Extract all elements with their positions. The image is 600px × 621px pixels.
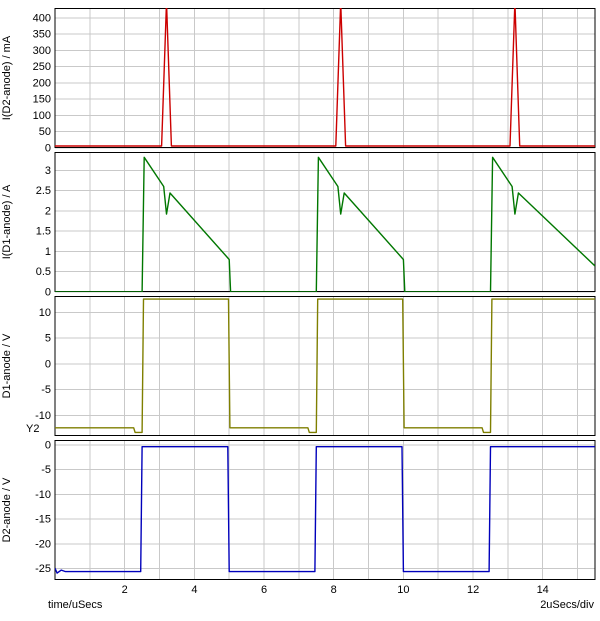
svg-text:12: 12 <box>467 584 479 596</box>
svg-text:2: 2 <box>122 584 128 596</box>
svg-text:0.5: 0.5 <box>36 266 51 278</box>
svg-text:400: 400 <box>33 12 51 24</box>
plot-v-d2-anode: 0 -5 -10 -15 -20 -25 D2-anode / V <box>0 439 600 580</box>
svg-text:14: 14 <box>537 584 549 596</box>
plot-v-d1-anode: -10 -5 0 5 10 D1-anode / V <box>0 296 600 436</box>
svg-text:8: 8 <box>331 584 337 596</box>
svg-text:0: 0 <box>45 358 51 370</box>
svg-text:1.5: 1.5 <box>36 226 51 238</box>
y-axis-label-i-d2-anode: I(D2-anode) / mA <box>1 35 13 121</box>
plot-i-d2-anode-canvas: 0 50 100 150 200 250 300 350 400 <box>33 8 596 155</box>
plot-i-d2-anode: 0 50 100 150 200 250 300 350 400 I(D2-anode) / m… <box>0 8 600 155</box>
y-axis-label-i-d1-anode: I(D1-anode) / A <box>1 184 13 260</box>
svg-text:300: 300 <box>33 45 51 57</box>
plot-v-d2-anode-canvas: 0 -5 -10 -15 -20 -25 <box>35 439 596 580</box>
svg-text:200: 200 <box>33 77 51 89</box>
svg-text:50: 50 <box>39 126 51 138</box>
svg-text:-10: -10 <box>35 410 51 422</box>
svg-text:-5: -5 <box>41 464 51 476</box>
svg-text:3: 3 <box>45 165 51 177</box>
svg-text:2.5: 2.5 <box>36 185 51 197</box>
svg-text:6: 6 <box>261 584 267 596</box>
plot-i-d1-anode-canvas: 0 0.5 1 1.5 2 2.5 3 <box>36 152 596 299</box>
svg-text:0: 0 <box>45 287 51 299</box>
svg-text:4: 4 <box>191 584 197 596</box>
svg-text:-25: -25 <box>35 563 51 575</box>
svg-text:100: 100 <box>33 110 51 122</box>
svg-text:2: 2 <box>45 205 51 217</box>
svg-text:0: 0 <box>45 439 51 451</box>
svg-text:-15: -15 <box>35 514 51 526</box>
y-axis-label-v-d1-anode: D1-anode / V <box>1 333 13 399</box>
svg-text:250: 250 <box>33 61 51 73</box>
svg-text:-20: -20 <box>35 538 51 550</box>
x-axis-unit-label: time/uSecs <box>48 599 103 611</box>
svg-text:5: 5 <box>45 333 51 345</box>
svg-text:350: 350 <box>33 29 51 41</box>
svg-text:1: 1 <box>45 246 51 258</box>
y2-axis-tag: Y2 <box>26 423 40 435</box>
x-axis-scale-label: 2uSecs/div <box>540 599 594 611</box>
y-axis-label-v-d2-anode: D2-anode / V <box>1 477 13 543</box>
plot-v-d1-anode-canvas: -10 -5 0 5 10 <box>35 296 596 436</box>
svg-text:10: 10 <box>39 307 51 319</box>
svg-text:-5: -5 <box>41 384 51 396</box>
x-axis-tick-labels: 2 4 6 8 10 12 14 <box>122 584 549 596</box>
svg-text:-10: -10 <box>35 489 51 501</box>
plot-i-d1-anode: 0 0.5 1 1.5 2 2.5 3 I(D1-anode) / A <box>0 152 600 299</box>
svg-text:0: 0 <box>45 143 51 155</box>
svg-text:150: 150 <box>33 94 51 106</box>
svg-text:10: 10 <box>397 584 409 596</box>
